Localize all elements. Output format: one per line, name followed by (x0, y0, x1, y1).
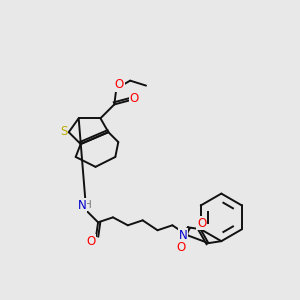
Text: N: N (78, 199, 87, 212)
Text: O: O (115, 78, 124, 91)
Text: O: O (197, 217, 206, 230)
Text: N: N (179, 229, 188, 242)
Text: O: O (86, 235, 96, 248)
Text: H: H (84, 200, 92, 211)
Text: S: S (60, 125, 68, 138)
Text: O: O (130, 92, 139, 105)
Text: O: O (176, 241, 186, 254)
